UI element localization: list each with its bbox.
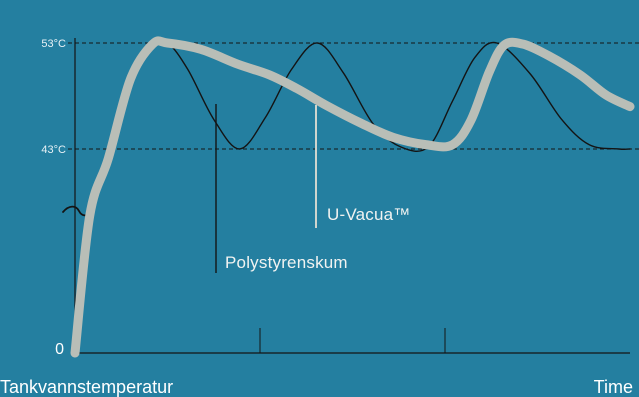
u-vacua-annotation: U-Vacua™ (327, 205, 410, 224)
annotation-layer: U-Vacua™ Polystyrenskum (215, 104, 410, 273)
y-tick-label-53: 53°C (41, 38, 66, 50)
y-tick-label-43: 43°C (41, 144, 66, 156)
series-u-vacua (70, 36, 635, 358)
series-layer (70, 36, 635, 358)
y-axis-label: Tankvannstemperatur (0, 377, 173, 397)
series-polystyrenskum (74, 40, 631, 354)
x-axis-label: Time (594, 377, 633, 397)
polystyrenskum-annotation: Polystyrenskum (225, 253, 348, 272)
y-tick-label-0: 0 (55, 341, 64, 358)
axes-layer: 0 43°C 53°C Time Tankvannstemperatur (0, 38, 633, 397)
